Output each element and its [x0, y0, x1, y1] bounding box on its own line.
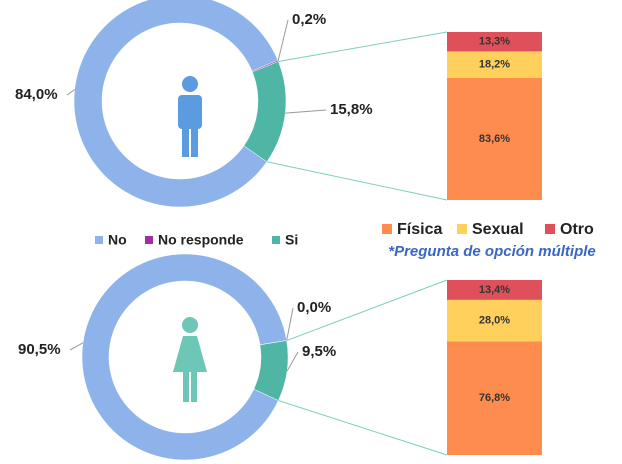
donut-segment [253, 340, 289, 401]
bar-label: 28,0% [479, 314, 510, 326]
note: *Pregunta de opción múltiple [388, 243, 596, 260]
value-label: 90,5% [18, 341, 61, 358]
legend-label: Si [285, 232, 298, 248]
bar-segment [447, 341, 542, 455]
connector [286, 279, 448, 341]
leader-line [285, 109, 327, 114]
value-label: 84,0% [15, 86, 58, 103]
legend-swatch [95, 236, 103, 244]
bar-segment [447, 77, 542, 200]
value-label: 9,5% [302, 343, 336, 360]
leader-line [69, 342, 84, 351]
value-label: 0,0% [297, 299, 331, 316]
value-label: 0,2% [292, 11, 326, 28]
legend-swatch [457, 224, 467, 234]
leader-line [286, 307, 294, 341]
leader-line [66, 89, 75, 96]
bar-segment [447, 280, 542, 300]
bar-label: 18,2% [479, 59, 510, 71]
legend-swatch [145, 236, 153, 244]
woman-icon [173, 317, 207, 402]
man-icon [178, 76, 202, 157]
connector [266, 161, 448, 201]
legend-label: No [108, 232, 127, 248]
legend-label: Otro [560, 221, 594, 238]
leader-line [277, 19, 289, 61]
bar-segment [447, 299, 542, 342]
donut-segment [81, 253, 287, 461]
bar-label: 13,3% [479, 36, 510, 48]
bar-segment [447, 32, 542, 52]
legend-swatch [272, 236, 280, 244]
leader-line [286, 351, 299, 372]
bar-label: 76,8% [479, 392, 510, 404]
bar-label: 83,6% [479, 133, 510, 145]
connector [278, 31, 448, 62]
donut-segment [243, 61, 287, 163]
legend-swatch [545, 224, 555, 234]
legend-swatch [382, 224, 392, 234]
bar-label: 13,4% [479, 284, 510, 296]
connector [278, 400, 448, 456]
bar-segment [447, 51, 542, 78]
legend-label: Física [397, 221, 442, 238]
legend-label: No responde [158, 232, 244, 248]
legend-label: Sexual [472, 221, 524, 238]
value-label: 15,8% [330, 101, 373, 118]
donut-segment [73, 0, 279, 208]
